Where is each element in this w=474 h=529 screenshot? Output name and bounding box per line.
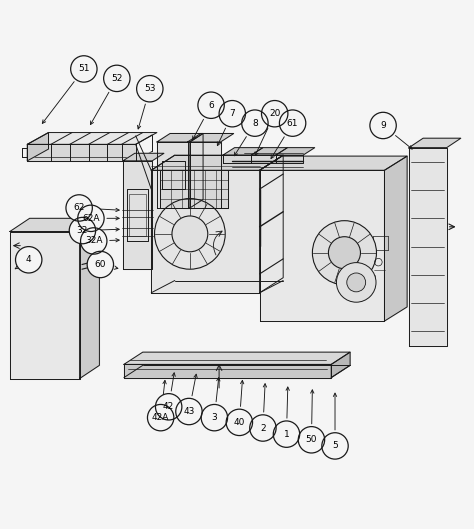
Circle shape (199, 93, 223, 117)
Circle shape (156, 395, 181, 419)
Circle shape (220, 102, 245, 126)
Circle shape (274, 422, 299, 446)
Polygon shape (27, 133, 157, 144)
Circle shape (82, 229, 106, 253)
Polygon shape (160, 170, 228, 208)
Polygon shape (223, 155, 251, 163)
Text: 5: 5 (332, 441, 338, 450)
Circle shape (148, 405, 173, 430)
Circle shape (347, 273, 365, 292)
Circle shape (251, 416, 275, 441)
Polygon shape (188, 142, 220, 208)
Polygon shape (123, 161, 152, 269)
Text: 50: 50 (306, 435, 317, 444)
Text: 42A: 42A (152, 413, 169, 422)
Text: 8: 8 (252, 118, 258, 127)
Text: 20: 20 (269, 109, 281, 118)
Polygon shape (409, 148, 447, 345)
Circle shape (79, 206, 103, 231)
Polygon shape (157, 142, 190, 208)
Polygon shape (223, 148, 263, 155)
Circle shape (173, 216, 207, 251)
Text: 62: 62 (73, 204, 85, 213)
Polygon shape (27, 144, 136, 161)
Text: 7: 7 (229, 109, 235, 118)
Text: 3: 3 (211, 413, 217, 422)
Text: 60: 60 (95, 260, 106, 269)
Circle shape (137, 76, 162, 101)
Circle shape (16, 248, 41, 272)
Polygon shape (10, 232, 80, 379)
Circle shape (88, 252, 113, 277)
Polygon shape (27, 133, 48, 161)
Text: 9: 9 (380, 121, 386, 130)
Circle shape (70, 218, 95, 243)
Polygon shape (124, 352, 350, 364)
Polygon shape (188, 133, 234, 142)
Polygon shape (331, 352, 350, 378)
Circle shape (280, 111, 305, 135)
Polygon shape (260, 155, 283, 293)
Circle shape (323, 434, 347, 458)
Polygon shape (151, 155, 283, 170)
Text: 6: 6 (208, 101, 214, 110)
Polygon shape (10, 218, 100, 232)
Text: 2: 2 (260, 424, 266, 433)
Circle shape (299, 427, 324, 452)
Circle shape (312, 221, 376, 285)
Text: 1: 1 (283, 430, 289, 439)
Circle shape (202, 405, 227, 430)
Text: 42: 42 (163, 403, 174, 412)
Polygon shape (251, 155, 276, 163)
Text: 32: 32 (77, 226, 88, 235)
Circle shape (262, 102, 287, 126)
Polygon shape (276, 148, 315, 155)
Circle shape (176, 399, 201, 424)
Circle shape (328, 236, 360, 269)
Circle shape (67, 196, 91, 221)
Polygon shape (190, 133, 203, 208)
Circle shape (72, 57, 96, 81)
Polygon shape (124, 364, 331, 378)
Polygon shape (260, 170, 384, 321)
Polygon shape (409, 138, 461, 148)
Circle shape (104, 66, 129, 91)
Text: 53: 53 (144, 84, 155, 93)
Circle shape (337, 262, 376, 302)
Text: 40: 40 (234, 418, 245, 427)
Text: 32A: 32A (85, 236, 102, 245)
Polygon shape (80, 218, 100, 379)
Text: 61: 61 (287, 118, 298, 127)
Polygon shape (123, 153, 164, 161)
Circle shape (227, 410, 252, 435)
Polygon shape (276, 155, 303, 163)
Polygon shape (260, 156, 407, 170)
Text: 4: 4 (26, 256, 32, 264)
Polygon shape (251, 148, 287, 155)
Text: 51: 51 (78, 65, 90, 74)
Text: 62A: 62A (82, 214, 100, 223)
Polygon shape (157, 133, 203, 142)
Text: 52: 52 (111, 74, 122, 83)
Circle shape (243, 111, 267, 135)
Polygon shape (384, 156, 407, 321)
Circle shape (371, 113, 395, 138)
Text: 43: 43 (183, 407, 195, 416)
Polygon shape (151, 170, 260, 293)
